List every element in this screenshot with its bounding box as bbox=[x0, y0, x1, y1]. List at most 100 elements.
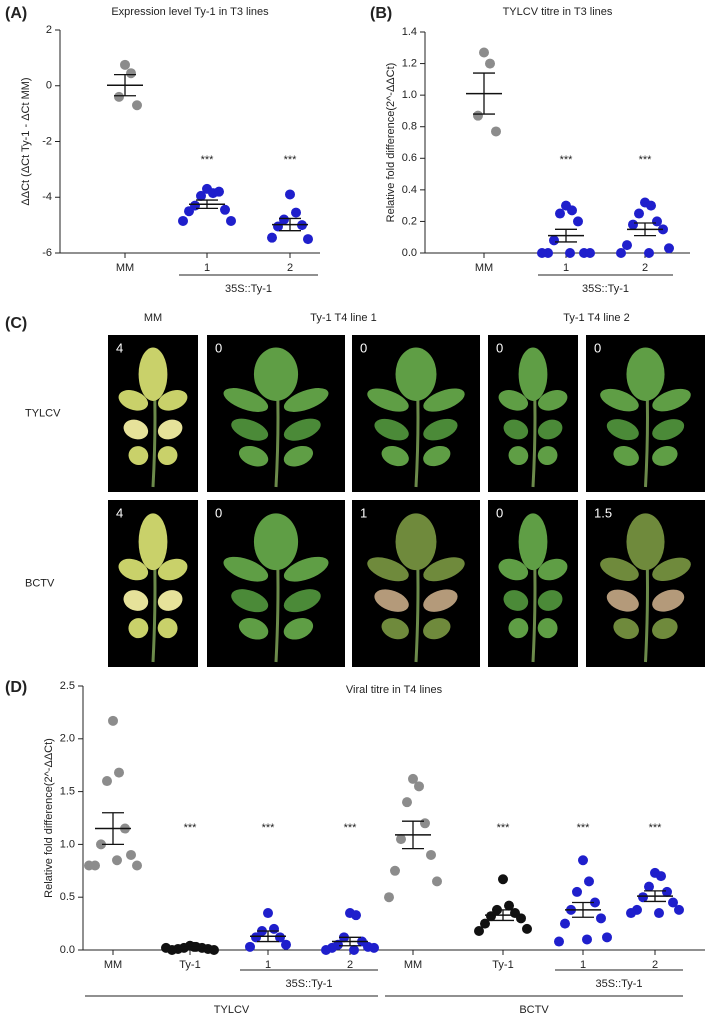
data-point bbox=[269, 923, 279, 934]
leaflet bbox=[367, 557, 409, 582]
leaflet bbox=[498, 558, 529, 581]
leaflet bbox=[498, 390, 529, 411]
data-point bbox=[522, 923, 532, 934]
error-bar bbox=[634, 222, 656, 237]
data-point bbox=[616, 248, 626, 258]
leaflet bbox=[652, 618, 678, 639]
data-point bbox=[646, 200, 656, 211]
x-tick-label: 2 bbox=[642, 262, 648, 274]
disease-score: 1 bbox=[360, 505, 367, 520]
data-point bbox=[369, 942, 379, 953]
leaflet bbox=[157, 618, 178, 639]
leaf-photo: 0 bbox=[488, 335, 578, 492]
leaflet bbox=[600, 388, 639, 412]
data-point bbox=[84, 860, 94, 871]
leaflet bbox=[613, 446, 639, 466]
data-point bbox=[644, 881, 654, 892]
leaf-photo: 1.5 bbox=[586, 500, 705, 667]
y-axis-label: Relative fold difference(2^-ΔΔCt) bbox=[385, 63, 397, 223]
y-tick-label: 1.0 bbox=[402, 89, 417, 101]
leaflet bbox=[652, 589, 685, 612]
disease-score: 0 bbox=[215, 340, 222, 355]
supergroup-label: TYLCV bbox=[214, 1004, 250, 1016]
data-point bbox=[654, 908, 664, 919]
data-point bbox=[108, 715, 118, 726]
y-tick-label: 0.5 bbox=[60, 891, 75, 903]
y-tick-label: 2.0 bbox=[60, 733, 75, 745]
data-point bbox=[275, 932, 285, 943]
group-label: 35S::Ty-1 bbox=[582, 283, 629, 295]
data-point bbox=[582, 934, 592, 945]
leaflet bbox=[381, 618, 409, 640]
error-bar bbox=[402, 820, 424, 850]
leaflet bbox=[138, 513, 168, 571]
data-point bbox=[161, 942, 171, 953]
data-point bbox=[114, 767, 124, 778]
leaflet bbox=[223, 388, 269, 412]
leaflet bbox=[283, 618, 314, 640]
data-point bbox=[267, 232, 277, 243]
error-bar bbox=[114, 73, 136, 97]
data-point bbox=[486, 911, 496, 922]
data-point bbox=[220, 204, 230, 215]
y-axis-label: Relative fold difference(2^-ΔΔCt) bbox=[43, 738, 55, 898]
data-point bbox=[209, 945, 219, 955]
data-point bbox=[414, 781, 424, 792]
data-point bbox=[479, 47, 489, 58]
error-bar bbox=[339, 936, 361, 947]
y-tick-label: 0.2 bbox=[402, 215, 417, 227]
data-point bbox=[184, 206, 194, 217]
leaflet bbox=[423, 557, 465, 582]
x-tick-label: 1 bbox=[265, 959, 271, 971]
x-tick-label: MM bbox=[475, 262, 493, 274]
data-point bbox=[584, 876, 594, 887]
significance: *** bbox=[344, 822, 358, 834]
data-point bbox=[555, 208, 565, 219]
leaflet bbox=[652, 557, 691, 582]
significance: *** bbox=[649, 822, 663, 834]
data-point bbox=[560, 918, 570, 929]
data-point bbox=[662, 886, 672, 897]
significance: *** bbox=[284, 154, 298, 166]
leaflet bbox=[537, 390, 568, 411]
column-header: Ty-1 T4 line 1 bbox=[310, 312, 376, 324]
leaflet bbox=[537, 590, 563, 611]
error-bar bbox=[196, 199, 218, 210]
leaflet bbox=[613, 618, 639, 639]
error-bar bbox=[179, 946, 201, 950]
data-point bbox=[285, 189, 295, 200]
y-tick-label: 1.4 bbox=[402, 26, 417, 38]
y-tick-label: 0 bbox=[46, 80, 52, 92]
leaf-photo: 4 bbox=[108, 500, 198, 667]
leaflet bbox=[138, 347, 168, 401]
data-point bbox=[504, 900, 514, 911]
leaflet bbox=[600, 557, 639, 582]
disease-score: 0 bbox=[594, 340, 601, 355]
leaflet bbox=[283, 445, 314, 467]
disease-score: 1.5 bbox=[594, 505, 612, 520]
data-point bbox=[668, 897, 678, 908]
leaflet bbox=[231, 589, 269, 613]
significance: *** bbox=[639, 154, 653, 166]
data-point bbox=[303, 234, 313, 245]
data-point bbox=[126, 68, 136, 79]
leaf-photo: 0 bbox=[586, 335, 705, 492]
leaflet bbox=[423, 589, 458, 612]
data-point bbox=[602, 932, 612, 943]
y-tick-label: 0.8 bbox=[402, 121, 417, 133]
disease-score: 0 bbox=[215, 505, 222, 520]
y-tick-label: 0.6 bbox=[402, 152, 417, 164]
data-point bbox=[590, 897, 600, 908]
data-point bbox=[396, 834, 406, 845]
leaflet bbox=[626, 513, 665, 571]
data-point bbox=[664, 243, 674, 254]
leaflet bbox=[238, 618, 269, 640]
data-point bbox=[196, 190, 206, 201]
leaflet bbox=[283, 556, 329, 582]
chart-title: Expression level Ty-1 in T3 lines bbox=[111, 6, 269, 18]
leaflet bbox=[374, 418, 409, 441]
error-bar bbox=[644, 890, 666, 903]
x-tick-label: MM bbox=[104, 959, 122, 971]
y-tick-label: 1.5 bbox=[60, 786, 75, 798]
leaflet bbox=[157, 590, 183, 611]
